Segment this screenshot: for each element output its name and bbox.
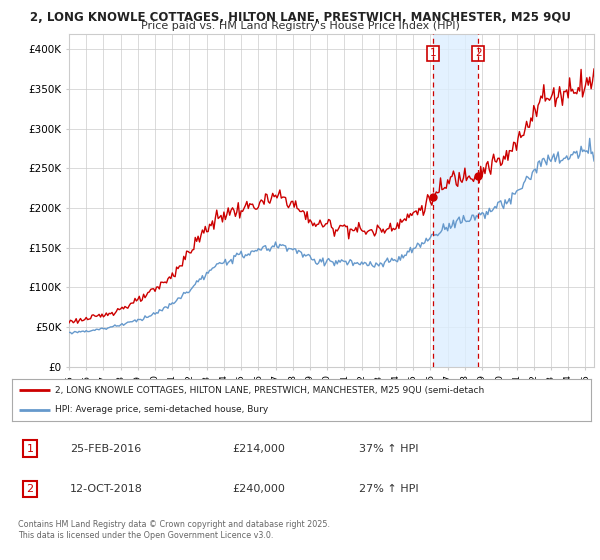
Text: 2, LONG KNOWLE COTTAGES, HILTON LANE, PRESTWICH, MANCHESTER, M25 9QU: 2, LONG KNOWLE COTTAGES, HILTON LANE, PR… (29, 11, 571, 24)
Text: Price paid vs. HM Land Registry's House Price Index (HPI): Price paid vs. HM Land Registry's House … (140, 21, 460, 31)
Text: 2: 2 (26, 484, 34, 494)
Text: 25-FEB-2016: 25-FEB-2016 (70, 444, 141, 454)
Text: £240,000: £240,000 (232, 484, 285, 494)
Text: 12-OCT-2018: 12-OCT-2018 (70, 484, 143, 494)
Text: 1: 1 (430, 48, 436, 58)
Text: Contains HM Land Registry data © Crown copyright and database right 2025.
This d: Contains HM Land Registry data © Crown c… (18, 520, 330, 540)
Text: HPI: Average price, semi-detached house, Bury: HPI: Average price, semi-detached house,… (55, 405, 269, 414)
Text: 1: 1 (26, 444, 34, 454)
Bar (433, 34, 478, 367)
Text: 2: 2 (475, 48, 482, 58)
Text: £214,000: £214,000 (232, 444, 285, 454)
Text: 2, LONG KNOWLE COTTAGES, HILTON LANE, PRESTWICH, MANCHESTER, M25 9QU (semi-detac: 2, LONG KNOWLE COTTAGES, HILTON LANE, PR… (55, 386, 485, 395)
Text: 37% ↑ HPI: 37% ↑ HPI (359, 444, 419, 454)
Text: 27% ↑ HPI: 27% ↑ HPI (359, 484, 419, 494)
